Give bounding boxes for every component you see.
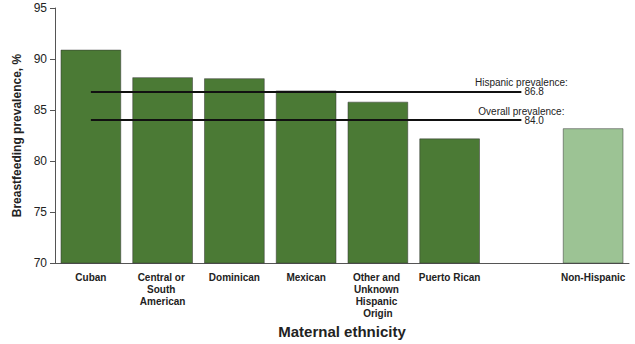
svg-text:Other and: Other and xyxy=(353,272,403,283)
svg-text:Unknown: Unknown xyxy=(354,284,402,295)
svg-text:90: 90 xyxy=(34,52,48,66)
svg-text:75: 75 xyxy=(34,205,48,219)
svg-text:South: South xyxy=(147,284,178,295)
svg-text:Non-Hispanic: Non-Hispanic xyxy=(561,272,626,283)
svg-text:85: 85 xyxy=(34,103,48,117)
svg-text:Hispanic prevalence:: Hispanic prevalence: xyxy=(475,77,568,88)
svg-text:Central or: Central or xyxy=(138,272,188,283)
svg-text:Mexican: Mexican xyxy=(286,272,325,283)
svg-text:80: 80 xyxy=(34,154,48,168)
svg-text:70: 70 xyxy=(34,256,48,270)
svg-text:Cuban: Cuban xyxy=(75,272,106,283)
svg-text:84.0: 84.0 xyxy=(524,114,544,126)
svg-text:Puerto Rican: Puerto Rican xyxy=(419,272,481,283)
svg-text:Origin: Origin xyxy=(363,308,392,319)
svg-text:Breastfeeding prevalence, %: Breastfeeding prevalence, % xyxy=(10,54,24,218)
svg-text:86.8: 86.8 xyxy=(524,86,544,98)
svg-text:95: 95 xyxy=(34,1,48,15)
svg-text:Hispanic: Hispanic xyxy=(356,296,400,307)
svg-text:American: American xyxy=(140,296,186,307)
svg-text:Overall prevalence:: Overall prevalence: xyxy=(478,106,564,117)
svg-text:Maternal ethnicity: Maternal ethnicity xyxy=(278,323,406,340)
svg-text:Dominican: Dominican xyxy=(209,272,260,283)
